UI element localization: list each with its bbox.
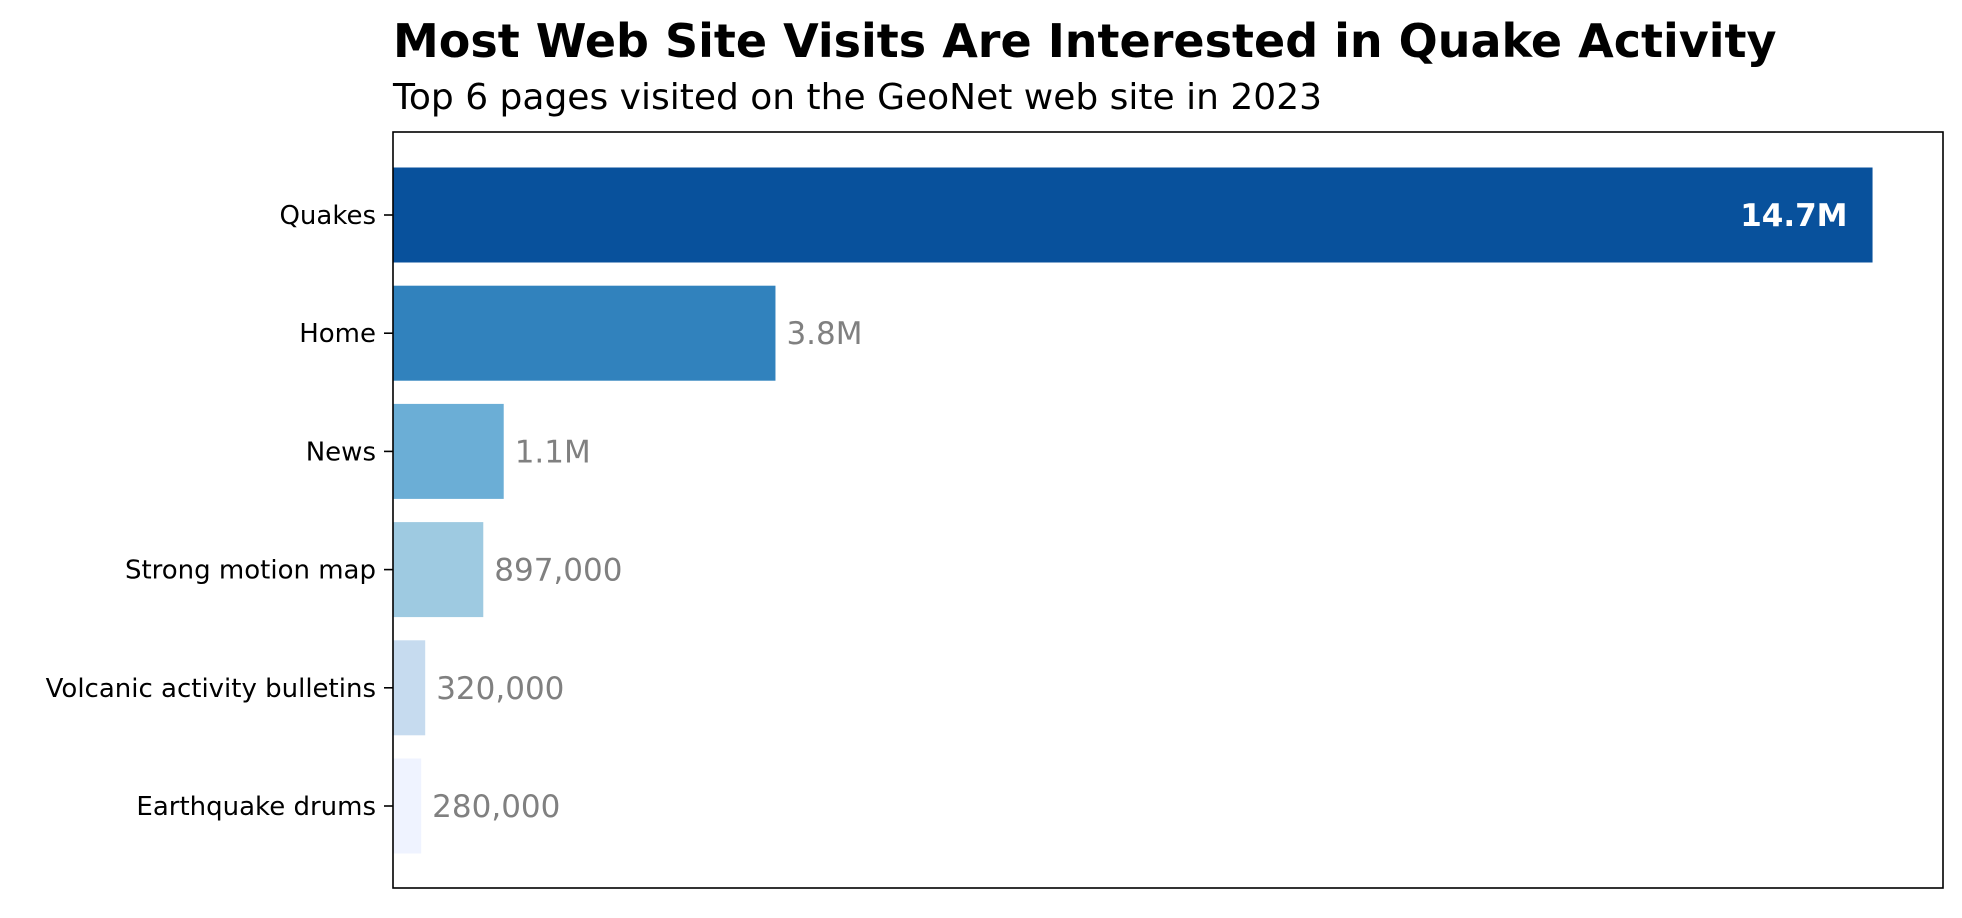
- category-label-1: Home: [299, 319, 376, 349]
- value-label-3: 897,000: [494, 553, 622, 589]
- category-label-3: Strong motion map: [125, 556, 376, 586]
- bar-0: [393, 167, 1873, 263]
- value-label-0: 14.7M: [1740, 198, 1847, 234]
- bars-layer: [393, 167, 1873, 854]
- value-label-1: 3.8M: [786, 316, 862, 352]
- category-label-4: Volcanic activity bulletins: [46, 674, 376, 704]
- chart-title: Most Web Site Visits Are Interested in Q…: [393, 14, 1776, 68]
- bar-3: [393, 522, 484, 618]
- value-label-5: 280,000: [432, 789, 560, 825]
- chart-subtitle: Top 6 pages visited on the GeoNet web si…: [392, 77, 1322, 118]
- bar-2: [393, 403, 504, 499]
- labels-layer: Quakes 14.7M Home 3.8M News 1.1M Strong motion…: [46, 198, 1848, 825]
- category-label-5: Earthquake drums: [136, 792, 376, 822]
- category-label-2: News: [306, 437, 376, 467]
- bar-4: [393, 640, 426, 736]
- value-label-2: 1.1M: [515, 434, 591, 470]
- bar-5: [393, 758, 422, 854]
- category-label-0: Quakes: [279, 201, 376, 231]
- value-label-4: 320,000: [436, 671, 564, 707]
- bar-1: [393, 285, 776, 381]
- plot-frame: [392, 131, 1944, 889]
